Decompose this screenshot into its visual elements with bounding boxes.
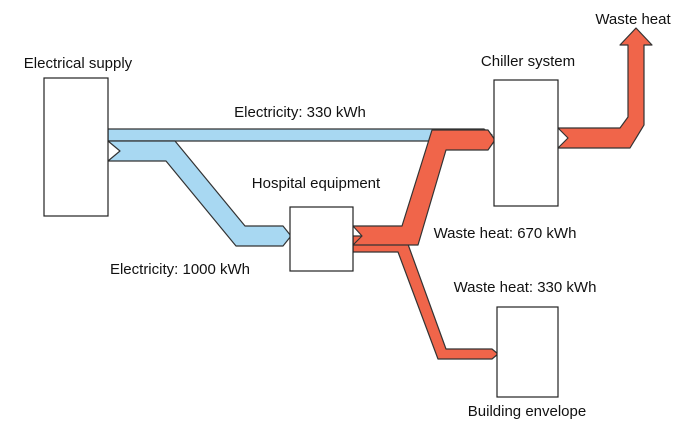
- link-label: Waste heat: 670 kWh: [434, 225, 577, 242]
- flow-waste-heat-chiller: [352, 129, 496, 246]
- node-label: Chiller system: [481, 53, 575, 70]
- link-label: Waste heat: 330 kWh: [454, 279, 597, 296]
- node-hospital-equipment: [289, 206, 354, 272]
- flow-electricity-equipment: [107, 140, 292, 247]
- link-label: Electricity: 330 kWh: [234, 104, 366, 121]
- link-label: Electricity: 1000 kWh: [110, 261, 250, 278]
- flow-waste-heat-envelope: [352, 235, 499, 360]
- flow-waste-heat-out: [557, 27, 653, 149]
- node-electrical-supply: [43, 77, 109, 217]
- node-chiller-system: [493, 79, 559, 207]
- node-label: Waste heat: [595, 11, 671, 28]
- node-label: Hospital equipment: [252, 175, 381, 192]
- node-building-envelope: [496, 306, 559, 398]
- node-label: Electrical supply: [24, 55, 133, 72]
- node-label: Building envelope: [468, 403, 586, 420]
